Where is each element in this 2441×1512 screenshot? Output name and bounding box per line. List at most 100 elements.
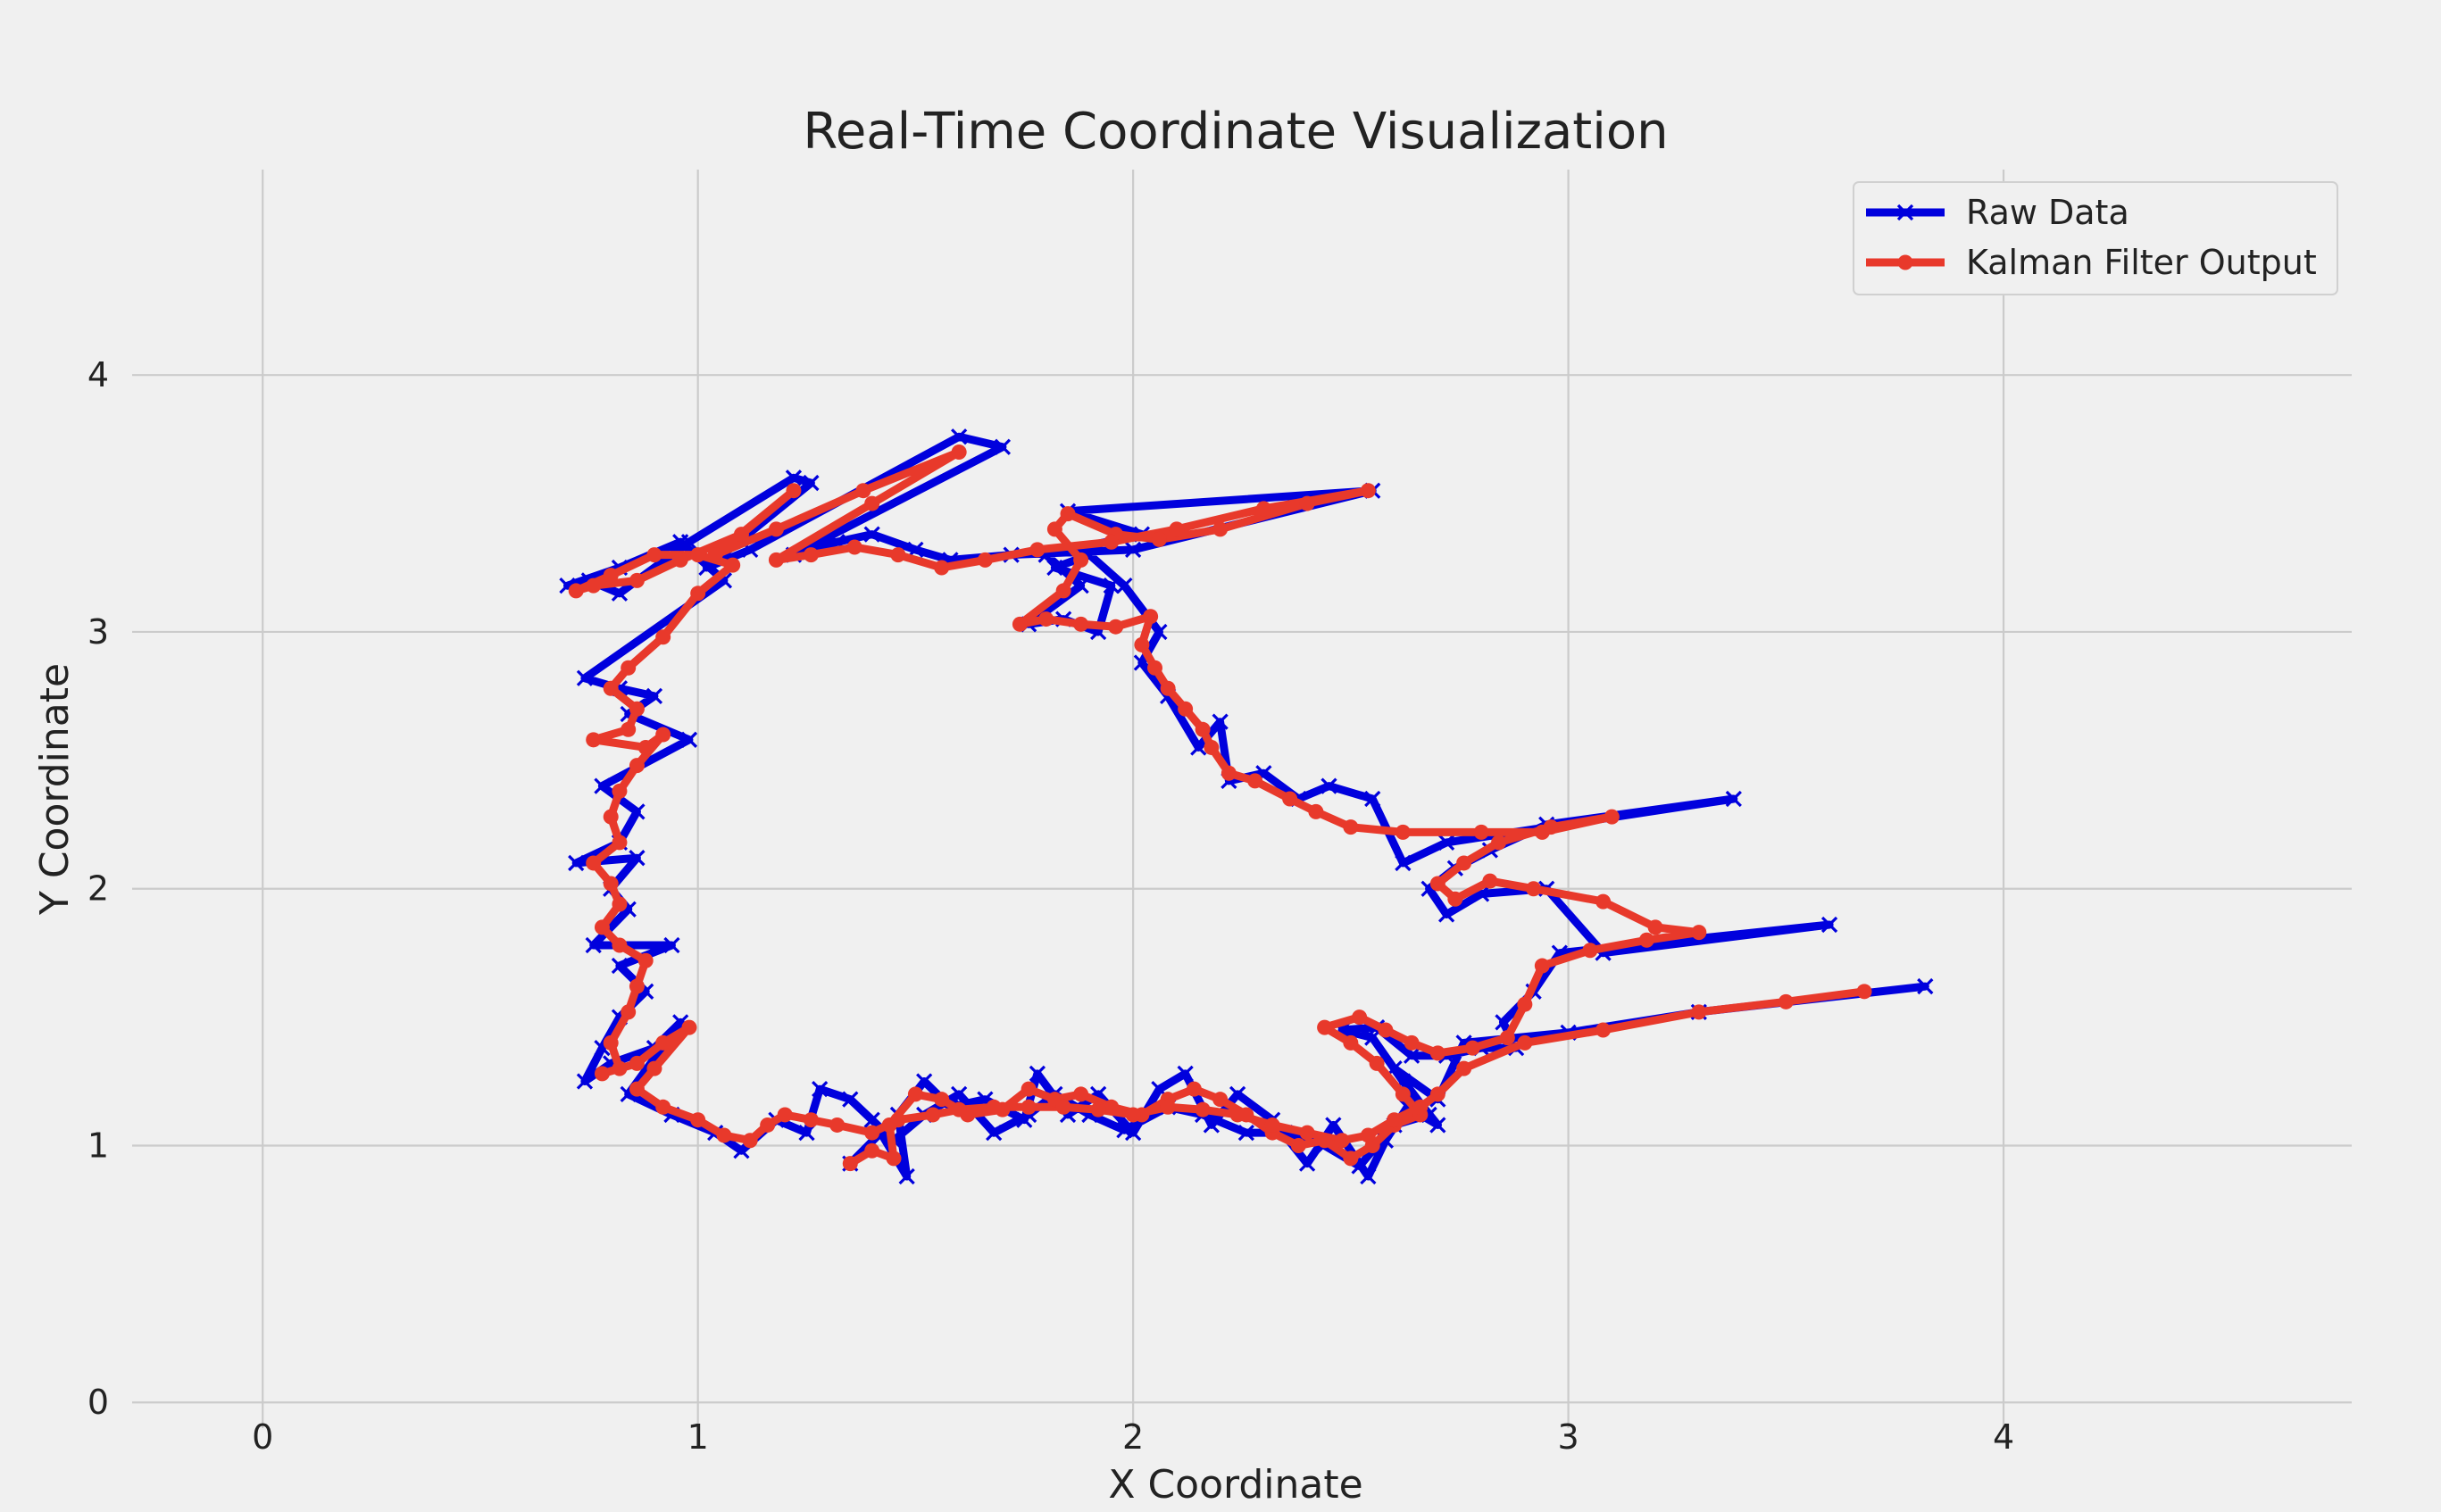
y-tick-label: 4 [87,355,109,395]
kalman-point [637,952,654,968]
kalman-point [1343,819,1359,835]
kalman-point [1334,1133,1350,1149]
kalman-point [1360,1127,1376,1143]
raw-data-point [568,854,585,872]
kalman-point [1604,809,1620,825]
kalman-point [1299,495,1315,511]
raw-data-point [1917,977,1934,995]
raw-data-point [1725,790,1742,808]
kalman-point [612,1060,628,1076]
kalman-point [568,583,584,599]
raw-data-point [1046,559,1063,577]
kalman-point [1151,531,1167,547]
kalman-point [1647,919,1663,935]
kalman-point [646,547,662,563]
kalman-point [1526,881,1542,897]
y-tick-label: 2 [87,869,109,909]
kalman-point [1499,1030,1515,1046]
raw-data-point [1229,1085,1246,1103]
y-tick-label: 3 [87,612,109,652]
tick-layer: 0 1 2 3 4 0 1 2 3 4 [87,355,2014,1457]
kalman-point [1220,765,1237,781]
kalman-point [655,1034,671,1051]
kalman-point [1160,680,1176,696]
kalman-point [1387,1112,1403,1128]
raw-data-point [672,534,689,551]
legend-marker-point-kalman [1897,254,1913,270]
raw-data-point [629,850,646,867]
legend: Raw Data Kalman Filter Output [1853,181,2338,295]
kalman-point [1055,1099,1071,1115]
raw-data-point [1029,1065,1046,1083]
raw-data-point [585,936,602,954]
kalman-point [586,577,602,594]
kalman-point [1429,1086,1445,1102]
kalman-point [842,1156,858,1172]
kalman-point [1021,1099,1037,1115]
raw-data-point [1177,1065,1194,1083]
kalman-point [612,835,628,851]
kalman-point [786,483,802,499]
kalman-point [690,586,706,602]
kalman-point [768,521,784,537]
kalman-point [1021,1081,1037,1097]
kalman-point [1369,1055,1385,1071]
x-tick-label: 1 [687,1417,709,1457]
kalman-point [1060,506,1076,522]
kalman-point [612,896,628,912]
kalman-point [716,1127,732,1143]
kalman-point [1178,701,1194,717]
kalman-point [1517,1034,1533,1051]
y-axis-label: Y Coordinate [32,663,78,916]
kalman-point [1055,583,1071,599]
kalman-point [681,1019,697,1035]
raw-data-point [611,957,629,975]
raw-data-point [1190,739,1207,756]
kalman-point [629,572,645,588]
kalman-point [1595,1022,1612,1038]
kalman-point [1691,1004,1707,1020]
kalman-point [855,483,871,499]
kalman-point [1778,993,1794,1009]
raw-data-point [842,1091,859,1108]
raw-data-point [1212,713,1229,730]
kalman-point [1352,1009,1368,1026]
kalman-point [612,937,628,953]
raw-data-point [1237,1124,1255,1142]
raw-data-point [986,1124,1003,1142]
kalman-point [690,1112,706,1128]
raw-data-point [1103,577,1120,594]
kalman-point [655,629,671,645]
raw-data-point [863,1111,880,1128]
grid-layer [132,170,2352,1428]
kalman-point [1473,824,1489,840]
raw-data-point [1325,1117,1342,1134]
raw-data-point [1364,790,1381,808]
raw-data-point [863,526,880,543]
kalman-point [707,547,723,563]
kalman-point [1186,1081,1202,1097]
kalman-point [1517,996,1533,1012]
kalman-point [1104,534,1120,550]
kalman-point [690,547,706,563]
kalman-point [1638,932,1654,948]
kalman-point [1073,552,1089,568]
kalman-point [1073,1086,1089,1102]
kalman-point [594,919,610,935]
kalman-point [864,495,880,511]
kalman-point [1255,501,1271,517]
kalman-point [1456,855,1472,871]
kalman-point [586,732,602,748]
raw-data-point [785,469,803,486]
legend-label-raw-data: Raw Data [1966,193,2129,232]
raw-data-point [1116,577,1133,594]
kalman-point [934,560,950,576]
kalman-point [768,552,784,568]
kalman-point [1595,893,1612,910]
kalman-point [1212,521,1229,537]
x-tick-label: 3 [1557,1417,1579,1457]
kalman-point [629,1081,645,1097]
kalman-point [925,1107,941,1123]
